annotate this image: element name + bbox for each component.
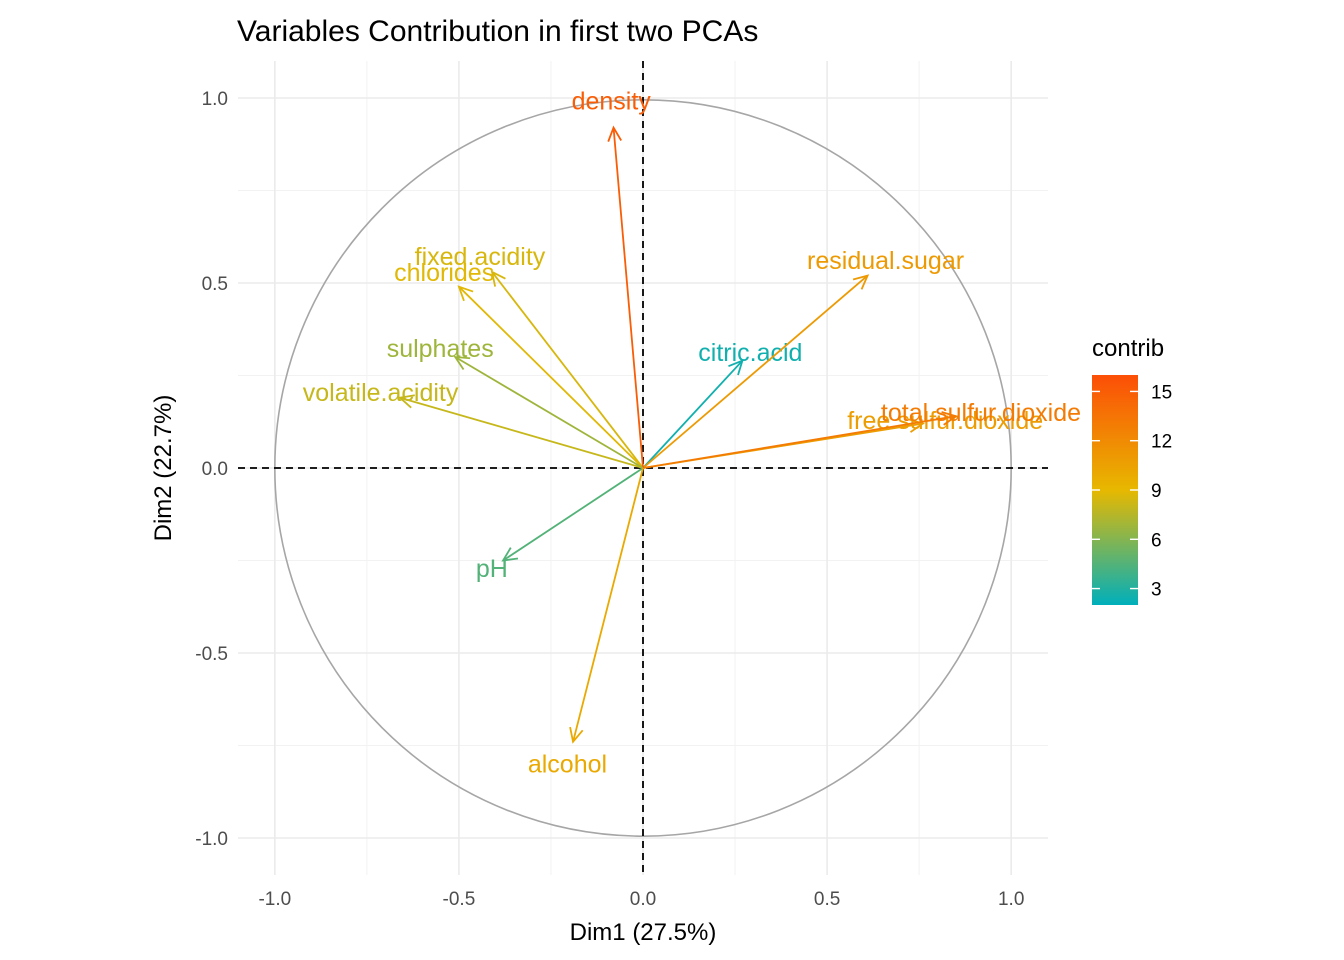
y-tick-label: 0.0 xyxy=(202,459,228,480)
y-axis-title: Dim2 (22.7%) xyxy=(150,395,177,542)
variable-label-free-sulfur-dioxide: free.sulfur.dioxide xyxy=(847,407,1043,435)
arrow-head-total-sulfur-dioxide xyxy=(941,411,959,426)
x-tick-label: 1.0 xyxy=(998,889,1024,910)
arrow-sulphates xyxy=(454,356,644,469)
arrow-head-sulphates xyxy=(453,355,471,370)
contrib-legend: contrib 3 6 9 12 15 xyxy=(1092,335,1172,605)
legend-tick-label: 6 xyxy=(1151,530,1162,551)
arrow-head-volatile-acidity xyxy=(398,394,415,409)
y-tick-label: -1.0 xyxy=(195,829,228,850)
chart-title: Variables Contribution in first two PCAs xyxy=(237,15,758,48)
variable-label-citric-acid: citric.acid xyxy=(698,339,802,367)
variable-label-residual-sugar: residual.sugar xyxy=(807,247,964,275)
variable-label-density: density xyxy=(572,87,652,115)
arrow-pH xyxy=(502,467,644,562)
variable-label-sulphates: sulphates xyxy=(387,335,494,363)
arrow-total-sulfur-dioxide xyxy=(642,415,957,469)
x-tick-label: 0.5 xyxy=(814,889,840,910)
x-tick-label: 0.0 xyxy=(630,889,656,910)
x-axis-title: Dim1 (27.5%) xyxy=(570,919,717,946)
arrow-head-chlorides xyxy=(457,285,474,302)
x-tick-label: -1.0 xyxy=(258,889,291,910)
plot-panel: -1.0 -0.5 0.0 0.5 1.0 -1.0 -0.5 0.0 0.5 1.0 fixed.… xyxy=(195,61,1081,910)
arrow-density xyxy=(612,127,644,469)
arrow-volatile-acidity xyxy=(399,396,644,469)
arrow-head-free-sulfur-dioxide xyxy=(908,418,925,433)
arrow-residual-sugar xyxy=(642,274,869,469)
arrow-alcohol xyxy=(572,467,644,743)
arrow-head-citric-acid xyxy=(728,359,744,376)
arrow-head-pH xyxy=(501,547,519,562)
x-tick-label: -0.5 xyxy=(443,889,476,910)
variable-label-chlorides: chlorides xyxy=(394,259,494,287)
arrow-fixed-acidity xyxy=(491,271,644,469)
arrow-chlorides xyxy=(458,286,644,469)
y-tick-label: 1.0 xyxy=(202,89,228,110)
variable-label-pH: pH xyxy=(476,555,508,583)
y-tick-label: 0.5 xyxy=(202,274,228,295)
variable-label-fixed-acidity: fixed.acidity xyxy=(415,243,546,271)
variable-label-total-sulfur-dioxide: total.sulfur.dioxide xyxy=(881,399,1081,427)
legend-tick-label: 9 xyxy=(1151,481,1162,502)
legend-tick-label: 3 xyxy=(1151,580,1162,601)
variable-label-alcohol: alcohol xyxy=(528,751,607,779)
legend-ticks: 3 6 9 12 15 xyxy=(1092,382,1172,601)
y-tick-label: -0.5 xyxy=(195,644,228,665)
legend-tick-label: 15 xyxy=(1151,382,1172,403)
arrow-head-alcohol xyxy=(569,726,584,744)
variable-label-volatile-acidity: volatile.acidity xyxy=(303,379,459,407)
legend-tick-label: 12 xyxy=(1151,432,1172,453)
arrow-head-density xyxy=(607,125,622,142)
arrow-citric-acid xyxy=(642,360,744,469)
arrow-head-residual-sugar xyxy=(852,274,870,290)
arrow-head-fixed-acidity xyxy=(490,270,506,287)
legend-title: contrib xyxy=(1092,335,1164,362)
